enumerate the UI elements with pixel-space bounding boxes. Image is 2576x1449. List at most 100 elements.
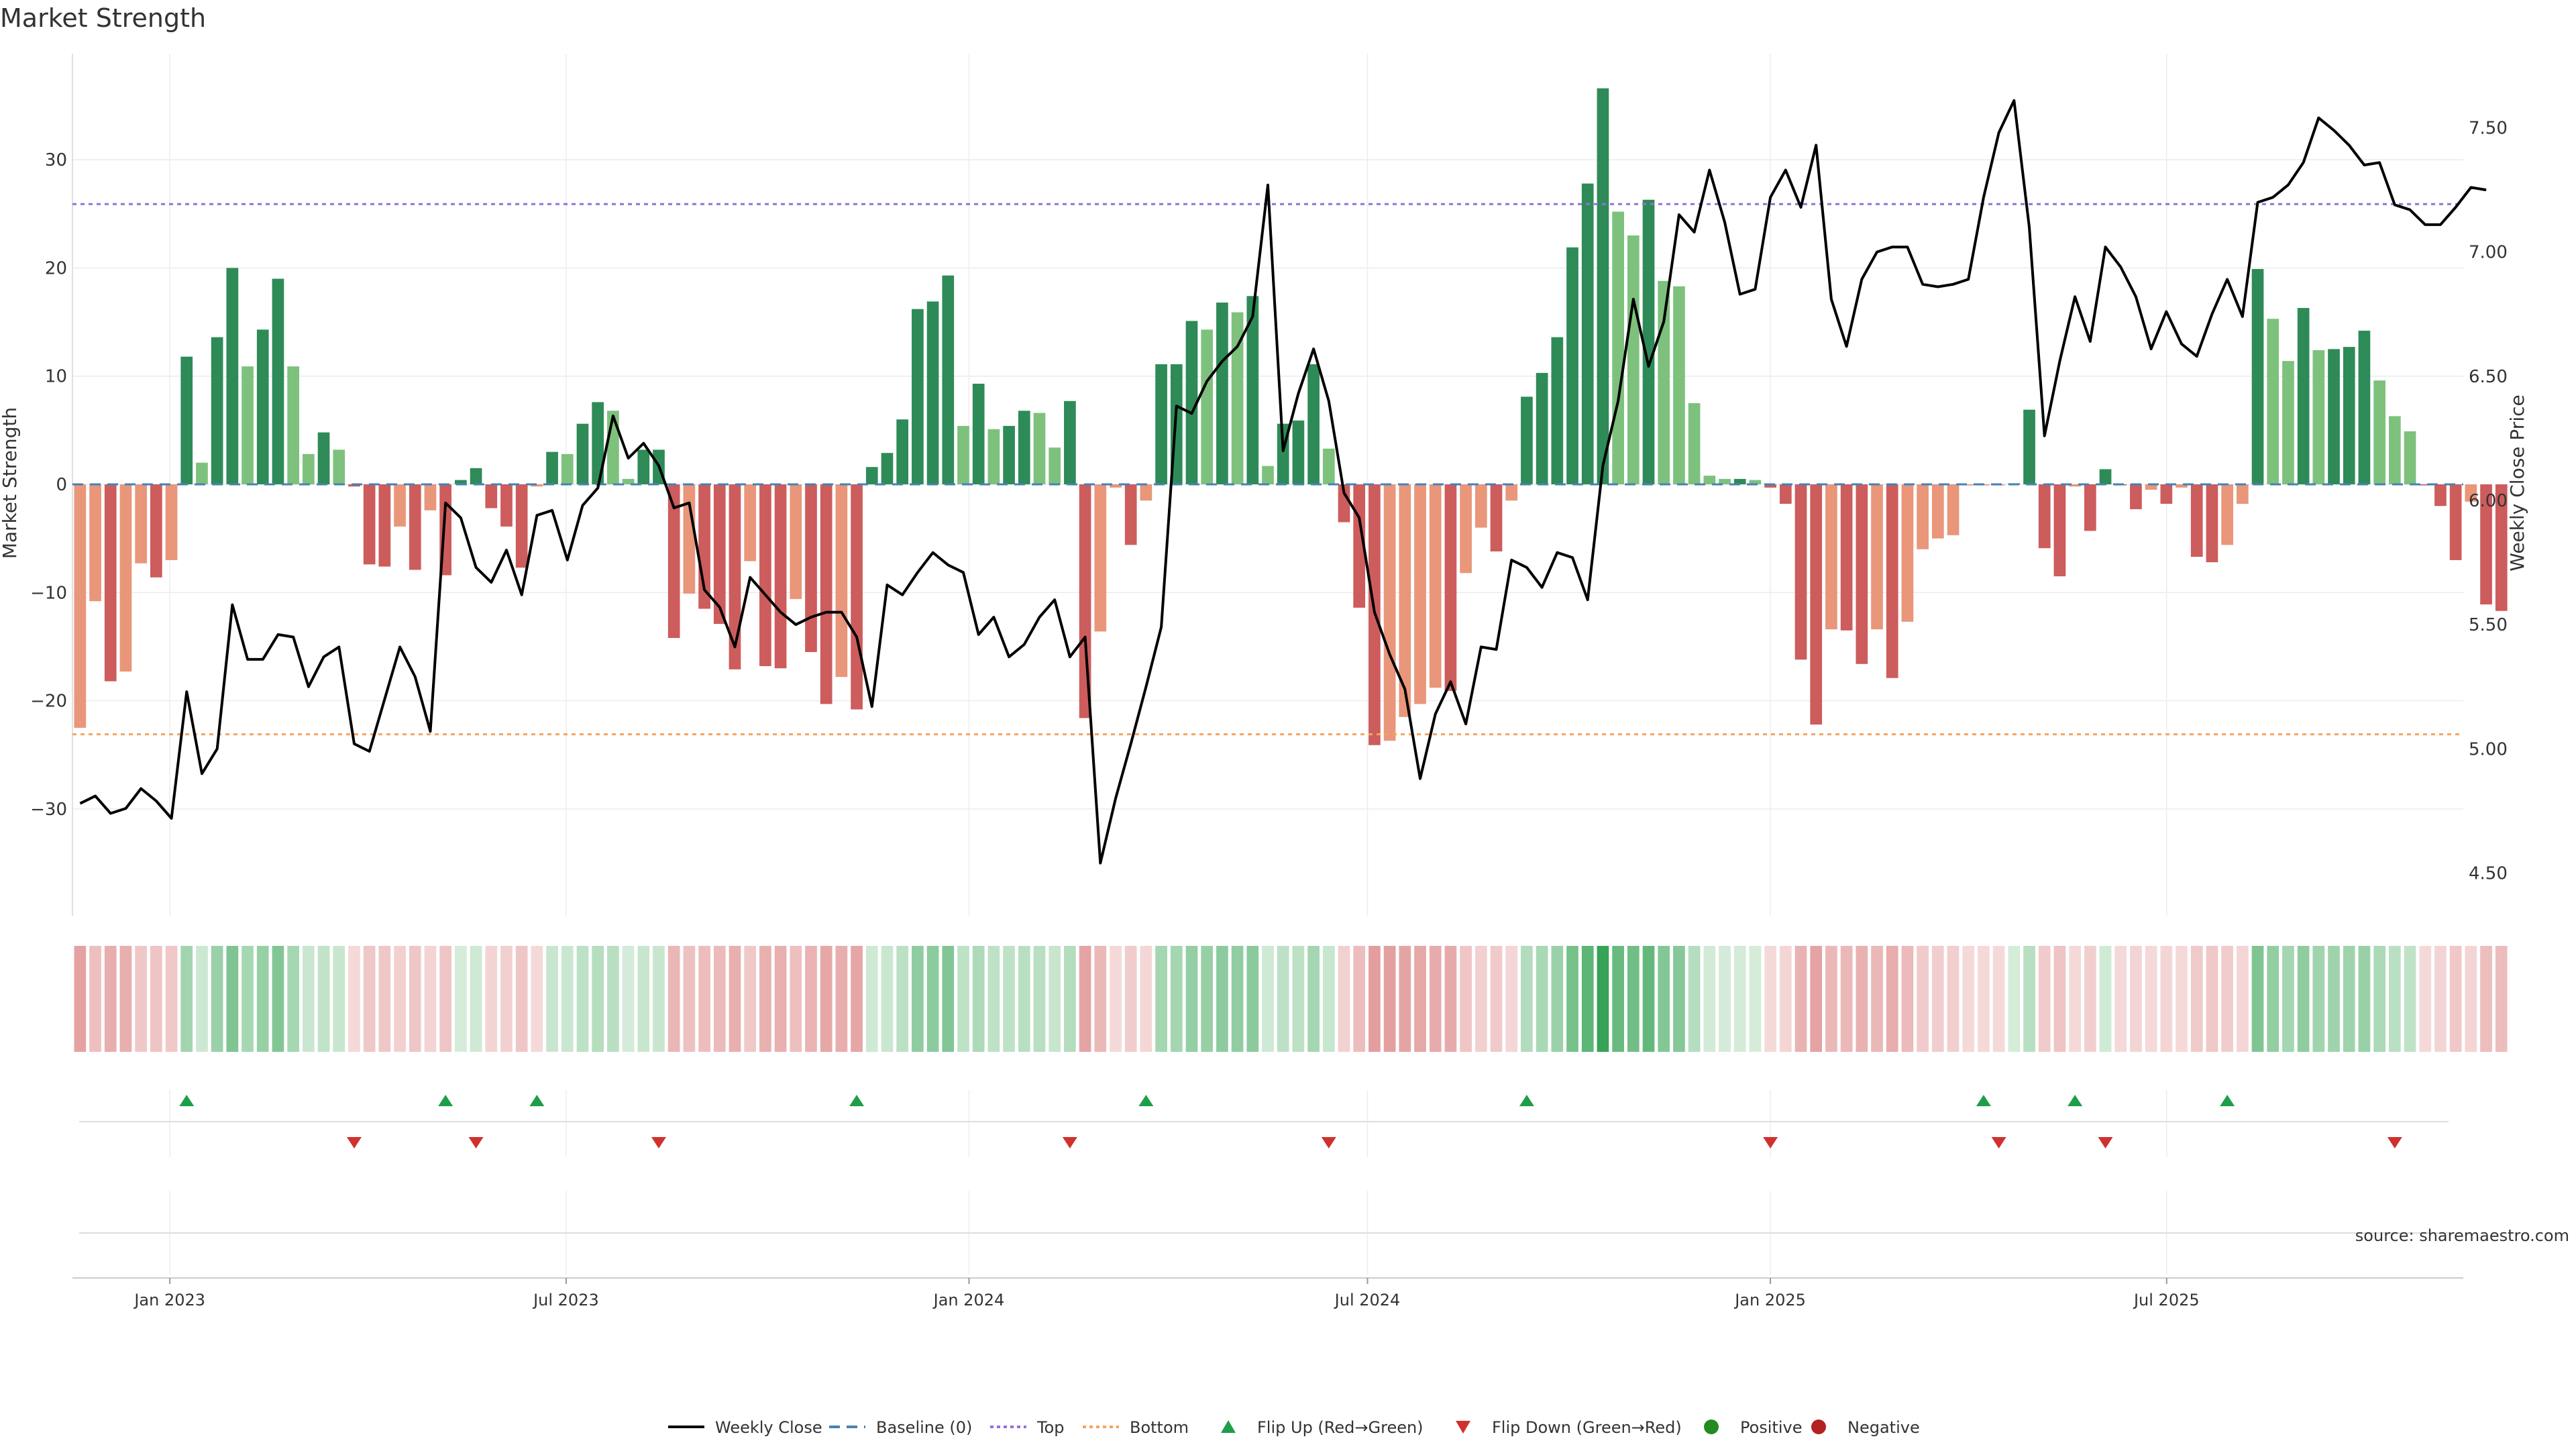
strength-bar [1931, 484, 1944, 539]
strength-bar [1018, 411, 1030, 484]
heat-cell [1399, 946, 1411, 1052]
heat-cell [1521, 946, 1533, 1052]
legend-item: Flip Up (Red→Green) [1221, 1418, 1424, 1437]
strength-bar [1658, 280, 1670, 484]
strength-bar [272, 278, 284, 484]
heat-cell [2388, 946, 2401, 1052]
legend-item: Positive [1704, 1418, 1803, 1437]
strength-bar [713, 484, 726, 625]
heat-cell [2130, 946, 2142, 1052]
x-axis: Jan 2023 Jul 2023 Jan 2024 Jul 2024 Jan 2025… [72, 1277, 2463, 1309]
heat-cell [1673, 946, 1685, 1052]
strength-bar [2297, 308, 2310, 484]
strength-bar [2419, 484, 2432, 486]
strength-bar [1871, 484, 1883, 630]
strength-bar [2023, 409, 2035, 484]
flip-up-marker [2220, 1095, 2235, 1106]
strength-bar [2343, 347, 2355, 484]
heat-cell [1581, 946, 1594, 1052]
heat-cell [74, 946, 87, 1052]
flip-down-marker [1991, 1137, 2006, 1148]
strength-bar [1292, 420, 1305, 484]
flip-down-marker [468, 1137, 484, 1148]
strength-bar [2449, 484, 2462, 560]
strength-bars [74, 88, 2508, 745]
heat-cell [455, 946, 467, 1052]
heat-cell [1947, 946, 1960, 1052]
x-tick-label: Jul 2023 [532, 1291, 599, 1309]
strength-bar [2373, 380, 2385, 484]
strength-bar [2358, 330, 2371, 484]
strength-bar [424, 484, 437, 511]
strength-bar [1399, 484, 1411, 717]
strength-bar [1901, 484, 1914, 622]
heat-cell [2053, 946, 2066, 1052]
strength-bar [865, 467, 878, 484]
strength-bar [851, 484, 863, 710]
strength-bar [1474, 484, 1487, 528]
legend-item: Bottom [1083, 1418, 1189, 1437]
strength-bar [2480, 484, 2492, 605]
heat-cell [622, 946, 635, 1052]
heat-cell [759, 946, 771, 1052]
heat-cell [1444, 946, 1457, 1052]
strength-bar [1185, 321, 1198, 484]
strength-bar [196, 462, 208, 484]
strength-bar [1749, 480, 1762, 484]
right-tick-label: 4.50 [2469, 863, 2508, 883]
strength-bar [1307, 364, 1320, 484]
heat-cell [1978, 946, 1990, 1052]
heat-cell [576, 946, 589, 1052]
legend-label: Positive [1740, 1418, 1803, 1437]
strength-bar [1566, 247, 1578, 484]
heat-cell [546, 946, 558, 1052]
strength-bar [987, 429, 1000, 484]
strength-bar [74, 484, 87, 728]
heat-cell [1216, 946, 1228, 1052]
strength-bar [576, 423, 589, 484]
heat-cell [135, 946, 148, 1052]
strength-bar [957, 425, 969, 484]
heat-cell [881, 946, 894, 1052]
heat-cell [1962, 946, 1975, 1052]
strength-bar [470, 468, 482, 484]
legend-label: Baseline (0) [876, 1418, 972, 1437]
heat-cell [2373, 946, 2385, 1052]
heat-cell [1429, 946, 1442, 1052]
legend-item: Top [990, 1418, 1065, 1437]
heat-cell [667, 946, 680, 1052]
flip-up-marker [179, 1095, 195, 1106]
strength-bar [2145, 484, 2157, 490]
heat-cell [409, 946, 421, 1052]
heat-cell [1825, 946, 1837, 1052]
heat-cell [1033, 946, 1046, 1052]
heat-cell [653, 946, 665, 1052]
legend-label: Bottom [1130, 1418, 1189, 1437]
x-tick-label: Jul 2025 [2133, 1291, 2200, 1309]
right-tick-label: 6.50 [2469, 367, 2508, 387]
heat-cell [2069, 946, 2081, 1052]
flip-down-marker [1321, 1137, 1336, 1148]
strength-bar [1825, 484, 1837, 630]
source-note: source: sharemaestro.com [2355, 1226, 2569, 1245]
strength-bar [1079, 484, 1091, 718]
heat-cell [1110, 946, 1122, 1052]
heat-cell [637, 946, 650, 1052]
strength-bar [561, 453, 574, 484]
strength-bar [180, 356, 193, 484]
strength-bar [104, 484, 117, 682]
chart-title: Market Strength [0, 3, 206, 33]
strength-bar [2495, 484, 2508, 611]
strength-bar [2465, 484, 2477, 502]
heat-cell [104, 946, 117, 1052]
strength-bar [759, 484, 771, 666]
strength-bar [1231, 312, 1244, 484]
strength-bar [317, 432, 330, 484]
strength-bar [1917, 484, 1929, 549]
heat-cell [744, 946, 757, 1052]
heat-cell [926, 946, 939, 1052]
flip-down-marker [2387, 1137, 2402, 1148]
strength-bar [1719, 478, 1731, 484]
flip-down-marker [2098, 1137, 2113, 1148]
